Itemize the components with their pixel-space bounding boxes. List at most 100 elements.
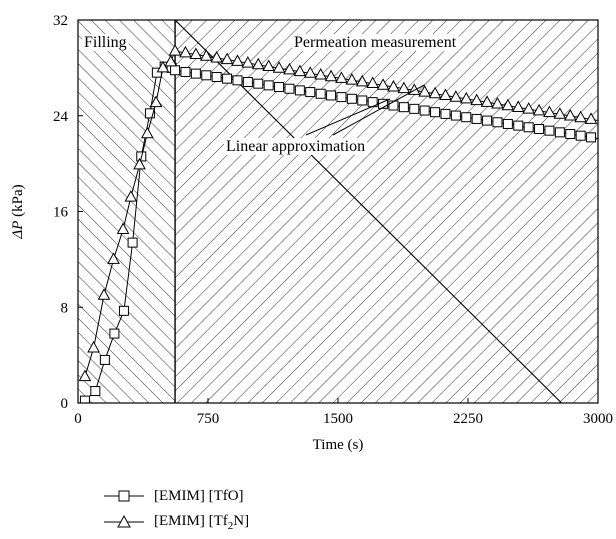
legend-label-tfo: [EMIM] [TfO]: [154, 487, 244, 504]
annotation-arrow: [332, 84, 425, 136]
chart-figure: 0 750 1500 2250 3000 0 8 16 24 32 Time (s) ΔP (k…: [10, 13, 613, 453]
data-point-triangle: [283, 62, 296, 75]
data-point-triangle: [210, 50, 224, 63]
annotation-arrows: [305, 84, 425, 136]
triangle-marker-icon: [102, 512, 146, 532]
data-point-square: [326, 90, 337, 101]
data-point-triangle: [303, 66, 317, 78]
data-point-triangle: [449, 90, 463, 102]
y-tick-label: 16: [53, 205, 69, 221]
data-point-square: [144, 108, 155, 119]
y-axis: 0 8 16 24 32: [53, 13, 83, 412]
data-point-triangle: [532, 103, 546, 116]
y-tick-label: 0: [61, 396, 69, 412]
data-point-triangle: [168, 44, 182, 56]
data-point-square: [211, 71, 222, 82]
y-tick-label: 32: [53, 13, 68, 29]
data-point-square: [346, 93, 357, 104]
data-point-square: [118, 305, 129, 316]
data-point-triangle: [459, 91, 473, 104]
x-tick-label: 750: [197, 411, 220, 427]
linear-approximation-label: Linear approximation: [226, 138, 365, 155]
data-point-square: [315, 88, 326, 99]
data-point-triangle: [262, 59, 276, 71]
data-point-square: [151, 67, 162, 78]
data-point-triangle: [164, 54, 178, 67]
data-point-square: [222, 73, 233, 84]
data-point-triangle: [179, 45, 192, 58]
data-point-square: [253, 78, 264, 89]
data-point-square: [201, 70, 212, 81]
y-axis-label-symbol: ΔP: [10, 221, 26, 240]
legend-item-tf2n: [EMIM] [Tf2N]: [102, 509, 249, 535]
data-point-triangle: [133, 157, 146, 170]
data-point-triangle: [491, 96, 504, 109]
data-point-square: [180, 66, 191, 77]
data-point-square: [274, 82, 285, 93]
data-point-triangle: [397, 81, 411, 94]
y-tick-label: 8: [61, 300, 69, 316]
permeation-label-background: [292, 34, 459, 51]
data-point-triangle: [584, 112, 598, 124]
data-point-square: [336, 92, 347, 103]
data-point-square: [554, 127, 565, 138]
data-point-square: [430, 107, 441, 118]
data-point-triangle: [124, 190, 138, 202]
x-tick-label: 2250: [453, 411, 483, 427]
data-point-square: [99, 354, 110, 365]
data-point-square: [357, 95, 368, 106]
data-point-triangle: [439, 88, 452, 101]
x-tick-label: 0: [74, 411, 82, 427]
data-point-square: [440, 108, 451, 119]
data-point-square: [492, 117, 503, 128]
data-point-triangle: [324, 69, 338, 82]
series-layer: [78, 44, 598, 403]
data-point-triangle: [241, 56, 255, 68]
legend-item-tfo: [EMIM] [TfO]: [102, 483, 249, 509]
data-point-triangle: [376, 78, 390, 90]
data-point-triangle: [116, 222, 130, 234]
data-point-square: [419, 105, 430, 116]
y-axis-label-unit: (kPa): [10, 184, 26, 220]
legend-label-tf2n: [EMIM] [Tf2N]: [154, 513, 249, 532]
data-point-square: [109, 328, 120, 339]
data-point-triangle: [501, 98, 515, 111]
legend-label-tf2n-tail: N]: [233, 512, 250, 529]
region-labels: Filling Permeation measurement Linear ap…: [82, 34, 459, 155]
data-point-triangle: [563, 108, 577, 121]
data-point-triangle: [543, 105, 556, 118]
x-axis-label: Time (s): [313, 437, 364, 453]
x-axis: 0 750 1500 2250 3000: [74, 398, 613, 427]
data-point-triangle: [314, 67, 328, 80]
data-point-square: [409, 103, 420, 114]
data-point-triangle: [293, 64, 307, 77]
data-point-square: [544, 125, 555, 136]
data-point-triangle: [107, 252, 120, 264]
data-point-triangle: [272, 61, 286, 73]
data-point-triangle: [366, 76, 380, 89]
data-point-square: [461, 112, 472, 123]
data-point-triangle: [387, 79, 400, 92]
data-point-triangle: [511, 100, 525, 112]
data-point-triangle: [87, 340, 100, 353]
linear-approx-label-background: [224, 138, 368, 155]
data-point-square: [79, 395, 90, 403]
data-point-triangle: [156, 60, 170, 73]
legend: [EMIM] [TfO] [EMIM] [Tf2N]: [102, 483, 249, 535]
y-axis-label: ΔP (kPa): [10, 184, 26, 239]
data-point-square: [575, 130, 586, 141]
data-point-triangle: [574, 110, 588, 123]
data-point-square: [586, 132, 597, 143]
data-point-square: [565, 129, 576, 140]
filling-label: Filling: [84, 34, 127, 51]
data-point-square: [305, 87, 316, 98]
data-point-triangle: [355, 74, 369, 87]
data-point-triangle: [251, 57, 265, 70]
data-point-triangle: [78, 369, 92, 382]
x-tick-label: 1500: [323, 411, 353, 427]
data-point-square: [90, 386, 101, 397]
data-point-square: [232, 75, 243, 86]
filling-region: [78, 20, 176, 403]
data-point-triangle: [199, 49, 213, 61]
legend-label-tf2n-subscript: 2: [227, 519, 234, 532]
